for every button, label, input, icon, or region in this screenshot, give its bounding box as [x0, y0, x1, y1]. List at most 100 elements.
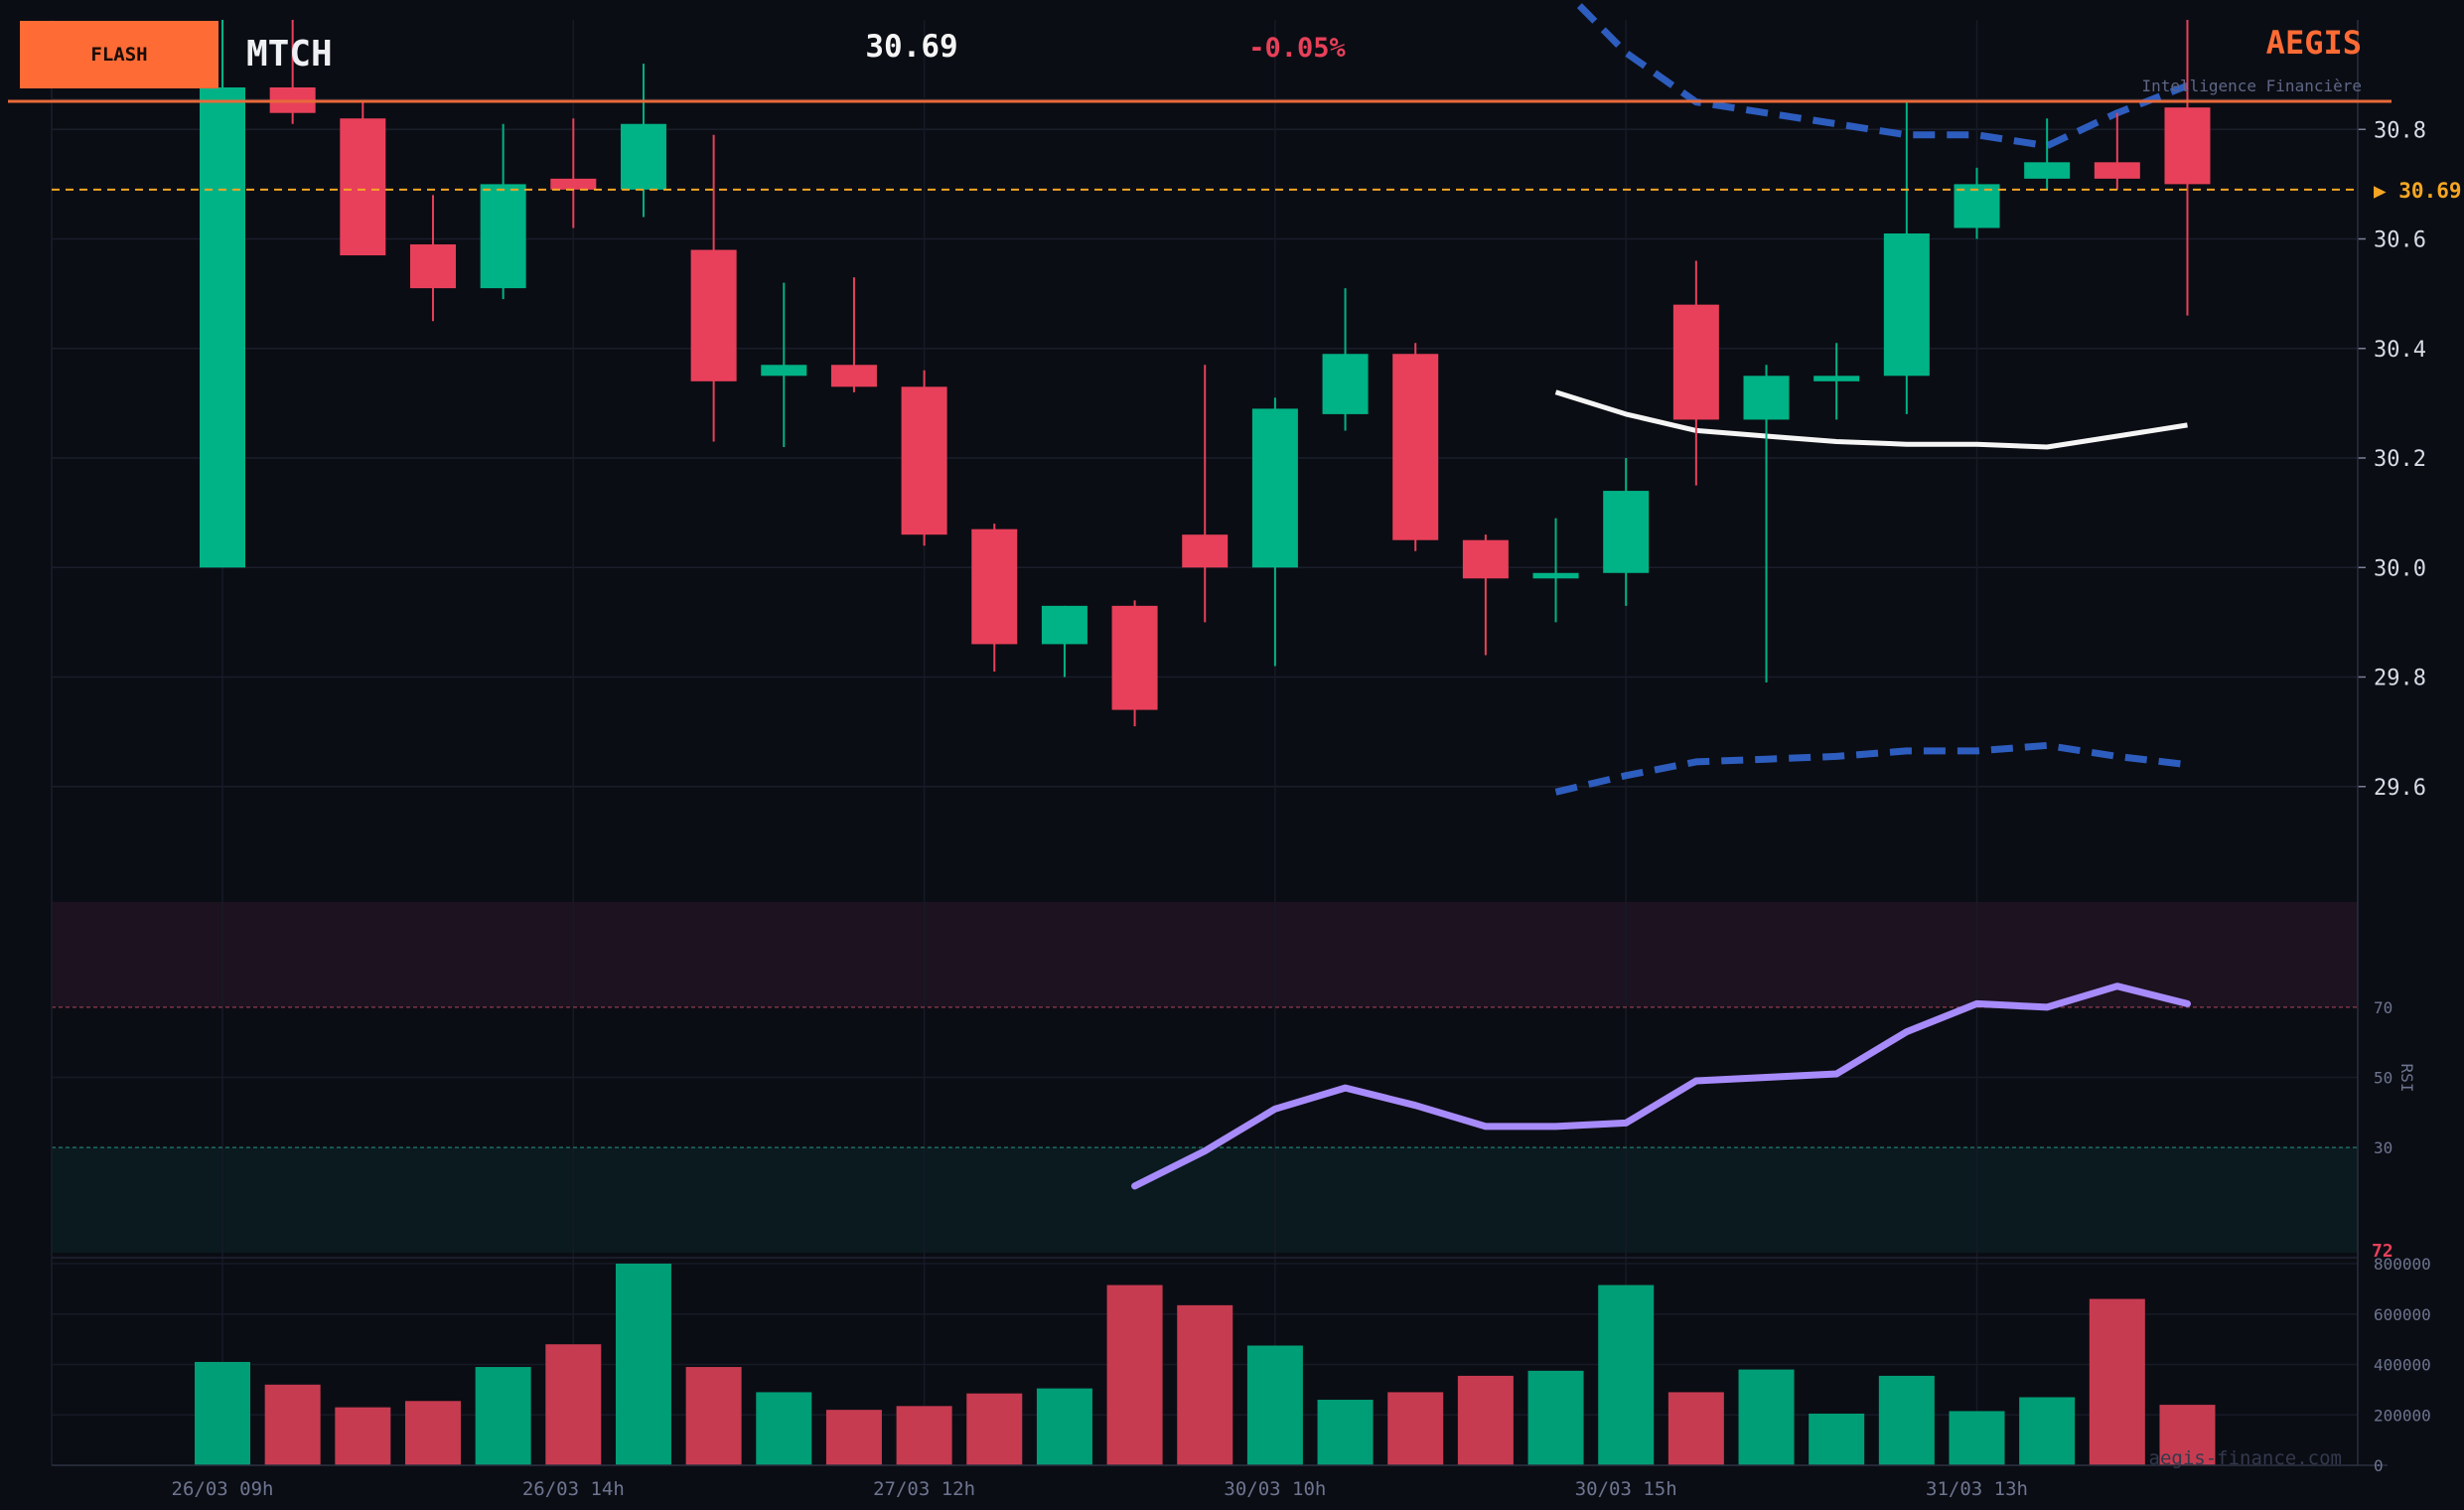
candle-body — [1392, 354, 1439, 540]
volume-bar — [545, 1344, 602, 1465]
volume-tick-label: 800000 — [2374, 1255, 2431, 1274]
volume-bar — [2019, 1397, 2076, 1465]
candle-body — [1182, 534, 1229, 568]
rsi-tick-label: 50 — [2374, 1069, 2392, 1088]
volume-bar — [1598, 1284, 1655, 1465]
volume-bar — [1878, 1375, 1935, 1465]
rsi-current-label: 72 — [2372, 1241, 2393, 1262]
volume-bar — [966, 1393, 1023, 1465]
price-tick-label: 30.2 — [2374, 447, 2426, 472]
candle-body — [1322, 354, 1369, 414]
candle-body — [1462, 539, 1509, 579]
volume-bar — [1036, 1388, 1092, 1465]
volume-bar — [1809, 1413, 1865, 1465]
candle-body — [2094, 162, 2140, 179]
flash-badge-label: FLASH — [90, 44, 147, 66]
volume-tick-label: 200000 — [2374, 1406, 2431, 1425]
price-change: -0.05% — [1248, 33, 1346, 64]
candle-body — [2024, 162, 2071, 179]
candle-body — [550, 178, 597, 190]
candlesticks — [200, 20, 2211, 727]
flash-badge — [20, 21, 218, 88]
candle-body — [1251, 408, 1298, 568]
candle-body — [1111, 605, 1158, 710]
volume-bar — [1246, 1345, 1303, 1465]
candle-body — [1672, 304, 1719, 420]
watermark: aegis-finance.com — [2149, 1447, 2342, 1469]
volume-bar — [475, 1367, 531, 1465]
price-tick-label: 30.8 — [2374, 118, 2426, 143]
volume-bar — [1738, 1369, 1795, 1465]
price-tick-label: 30.4 — [2374, 338, 2426, 363]
time-tick-label: 30/03 15h — [1575, 1478, 1677, 1500]
candle-body — [901, 386, 947, 535]
price-tick-label: 29.6 — [2374, 776, 2426, 801]
volume-tick-label: 400000 — [2374, 1356, 2431, 1375]
volume-bar — [264, 1384, 321, 1465]
candle-body — [1603, 491, 1650, 573]
bollinger-middle — [1554, 389, 2188, 450]
volume-bar — [615, 1264, 671, 1465]
candle-body — [1041, 605, 1087, 645]
candle-body — [1813, 376, 1860, 381]
price-tick-label: 29.8 — [2374, 667, 2426, 691]
volume-bar — [1457, 1375, 1514, 1465]
candle-body — [1883, 232, 1930, 377]
volume-bar — [1177, 1304, 1233, 1465]
bollinger-bands — [1554, 0, 2189, 796]
time-tick-label: 26/03 09h — [172, 1478, 274, 1500]
volume-bar — [1387, 1392, 1444, 1465]
volume-bar — [1106, 1284, 1163, 1465]
volume-bar — [896, 1406, 952, 1465]
volume-bar — [1667, 1392, 1724, 1465]
candle-body — [761, 365, 807, 377]
volume-bar — [1527, 1370, 1584, 1465]
volume-bar — [2089, 1298, 2145, 1465]
axes: 29.6 29.8 30.0 30.2 30.4 30.6 30.8 26/03 09h 26/… — [51, 20, 2462, 1500]
candle-body — [1954, 184, 2000, 228]
volume-bar — [1317, 1400, 1374, 1465]
rsi-axis-label: RSI — [2397, 1064, 2416, 1093]
time-tick-label: 26/03 14h — [522, 1478, 625, 1500]
bollinger-upper — [1568, 0, 2189, 150]
candle-body — [1532, 572, 1579, 579]
rsi-tick-label: 30 — [2374, 1138, 2392, 1157]
price-tick-label: 30.0 — [2374, 556, 2426, 581]
time-tick-label: 30/03 10h — [1224, 1478, 1326, 1500]
volume-bar — [1949, 1411, 2005, 1465]
time-tick-label: 27/03 12h — [873, 1478, 975, 1500]
volume-tick-label: 0 — [2374, 1456, 2384, 1475]
brand-tagline: Intelligence Financière — [2141, 76, 2362, 95]
volume-bar — [404, 1401, 461, 1465]
price-tick-label: 30.6 — [2374, 228, 2426, 253]
last-price: 30.69 — [865, 29, 957, 65]
rsi-oversold-zone — [52, 1147, 2358, 1253]
candle-body — [830, 365, 877, 387]
rsi-overbought-zone — [52, 902, 2358, 1007]
candle-body — [409, 244, 456, 289]
volume-bar — [756, 1392, 812, 1465]
candle-body — [2164, 107, 2211, 185]
time-tick-label: 31/03 13h — [1926, 1478, 2028, 1500]
rsi-line — [1131, 982, 2191, 1190]
rsi-tick-label: 70 — [2374, 998, 2392, 1017]
volume-bar — [825, 1410, 882, 1465]
volume-bar — [195, 1361, 250, 1465]
volume-bar — [335, 1407, 391, 1465]
candle-body — [971, 528, 1018, 645]
current-price-label: ▶ 30.69 — [2374, 179, 2462, 203]
brand-logo: AEGIS — [2266, 24, 2362, 62]
volume-bar — [2159, 1405, 2216, 1465]
volume-bars — [195, 1264, 2216, 1465]
ticker-symbol: MTCH — [246, 34, 333, 75]
candle-body — [690, 249, 737, 381]
candle-body — [480, 184, 526, 289]
candle-body — [340, 118, 386, 256]
bollinger-lower — [1554, 741, 2188, 796]
candle-body — [620, 123, 666, 190]
volume-bar — [685, 1367, 742, 1465]
candle-body — [1743, 376, 1790, 420]
rsi-panel — [1131, 982, 2191, 1190]
